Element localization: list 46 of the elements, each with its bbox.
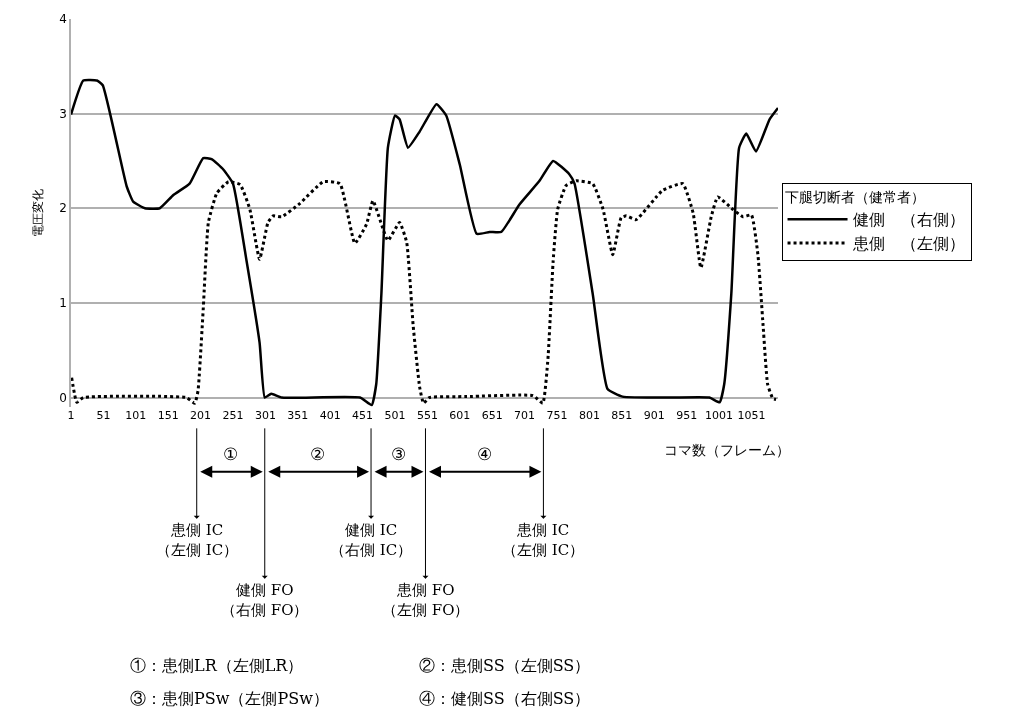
x-tick-label: 651 [481,409,503,422]
x-tick-label: 601 [449,409,471,422]
legend-title: 下腿切断者（健常者） [784,189,925,206]
x-tick-label: 451 [352,409,374,422]
x-tick-label: 1051 [737,409,766,422]
x-tick-label: 401 [319,409,341,422]
x-tick-label: 701 [514,409,536,422]
x-tick-label: 151 [157,409,179,422]
text: ④ [477,444,492,464]
x-tick-label: 51 [96,409,111,422]
x-tick-label: 851 [611,409,633,422]
x-tick-label: 1001 [705,409,734,422]
y-axis-title: 電圧変化 [31,189,46,237]
text: 患側 （左側） [851,234,965,254]
x-tick-label: 301 [254,409,276,422]
text: ①：患側LR（左側LR） [130,656,304,675]
x-tick-label: 1 [67,409,75,422]
x-tick-label: 201 [190,409,212,422]
text: ② [310,444,325,464]
y-tick-label: 2 [59,201,67,216]
x-tick-label: 251 [222,409,244,422]
ref-line-label: 患側 FO （左側 FO） [382,581,470,619]
text: ③ [391,444,406,464]
x-tick-label: 501 [384,409,406,422]
x-axis-title: コマ数（フレーム） [664,442,790,458]
line-series [71,78,778,407]
x-tick-label: 551 [416,409,438,422]
ref-line-label: 患側 IC （左側 IC） [156,521,239,559]
y-tick-label: 3 [59,106,67,121]
y-tick-label: 4 [59,12,67,27]
x-tick-label: 901 [643,409,665,422]
text: ① [223,444,238,464]
ref-line-label: 健側 FO （右側 FO） [221,581,309,619]
y-tick-label: 0 [59,390,67,405]
text: ③：患側PSw（左側PSw） [130,689,329,708]
text: ④：健側SS（右側SS） [419,689,591,708]
x-tick-label: 801 [578,409,600,422]
y-tick-label: 1 [59,296,67,311]
x-tick-label: 101 [125,409,147,422]
x-tick-label: 951 [676,409,698,422]
ref-line-label: 患側 IC （左側 IC） [502,521,585,559]
ref-line-label: 健側 IC （右側 IC） [330,521,413,559]
text: 健側 （右側） [852,210,965,230]
text: ②：患側SS（左側SS） [419,656,591,675]
x-tick-label: 351 [287,409,309,422]
x-tick-label: 751 [546,409,568,422]
